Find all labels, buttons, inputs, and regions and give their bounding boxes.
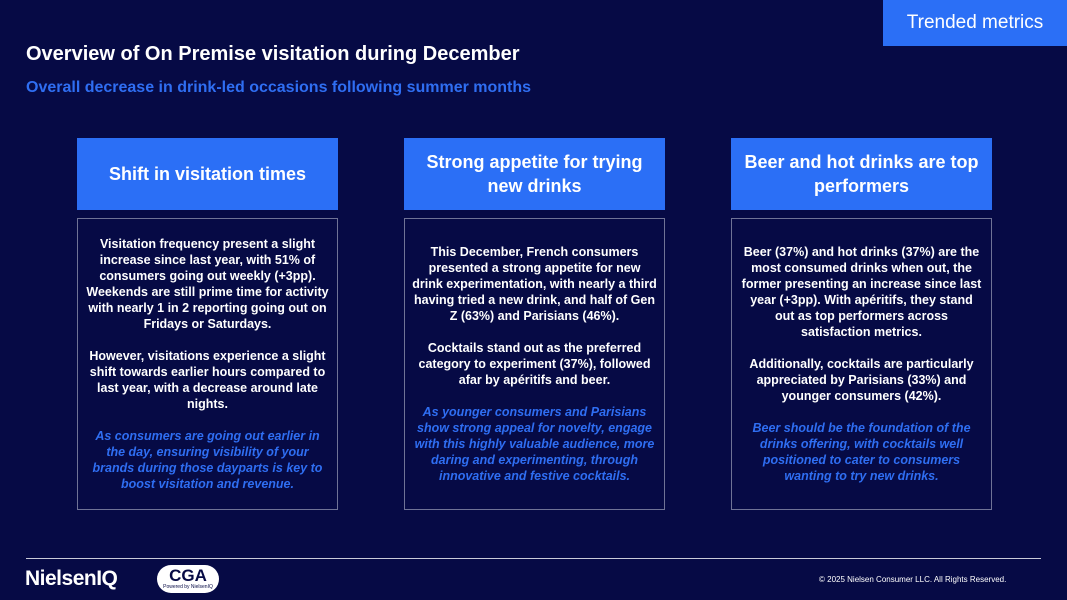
copyright-notice: © 2025 Nielsen Consumer LLC. All Rights … [819,575,1007,584]
column-new-drinks: Strong appetite for trying new drinks Th… [404,138,665,510]
column-takeaway: As consumers are going out earlier in th… [92,429,323,491]
trended-metrics-tag: Trended metrics [883,0,1067,46]
column-visitation-times: Shift in visitation times Visitation fre… [77,138,338,510]
column-body: Beer (37%) and hot drinks (37%) are the … [731,218,992,510]
column-heading: Beer and hot drinks are top performers [731,138,992,210]
column-top-performers: Beer and hot drinks are top performers B… [731,138,992,510]
page-title: Overview of On Premise visitation during… [26,43,520,65]
column-paragraph: Visitation frequency present a slight in… [86,237,329,331]
column-paragraph: However, visitations experience a slight… [89,349,326,411]
column-paragraph: Additionally, cocktails are particularly… [749,357,974,403]
column-paragraph: This December, French consumers presente… [412,245,657,323]
column-heading: Strong appetite for trying new drinks [404,138,665,210]
cga-logo-tagline: Powered by NielsenIQ [163,584,213,590]
column-body: Visitation frequency present a slight in… [77,218,338,510]
column-takeaway: Beer should be the foundation of the dri… [752,421,971,483]
page-subtitle: Overall decrease in drink-led occasions … [26,79,532,96]
footer-divider [26,558,1041,559]
column-body: This December, French consumers presente… [404,218,665,510]
column-heading: Shift in visitation times [77,138,338,210]
column-takeaway: As younger consumers and Parisians show … [414,405,655,483]
cga-logo-text: CGA [169,566,207,585]
cga-logo: CGA Powered by NielsenIQ [157,565,219,593]
column-paragraph: Cocktails stand out as the preferred cat… [418,341,651,387]
column-paragraph: Beer (37%) and hot drinks (37%) are the … [741,245,982,339]
nielseniq-logo: NielsenIQ [25,567,118,590]
